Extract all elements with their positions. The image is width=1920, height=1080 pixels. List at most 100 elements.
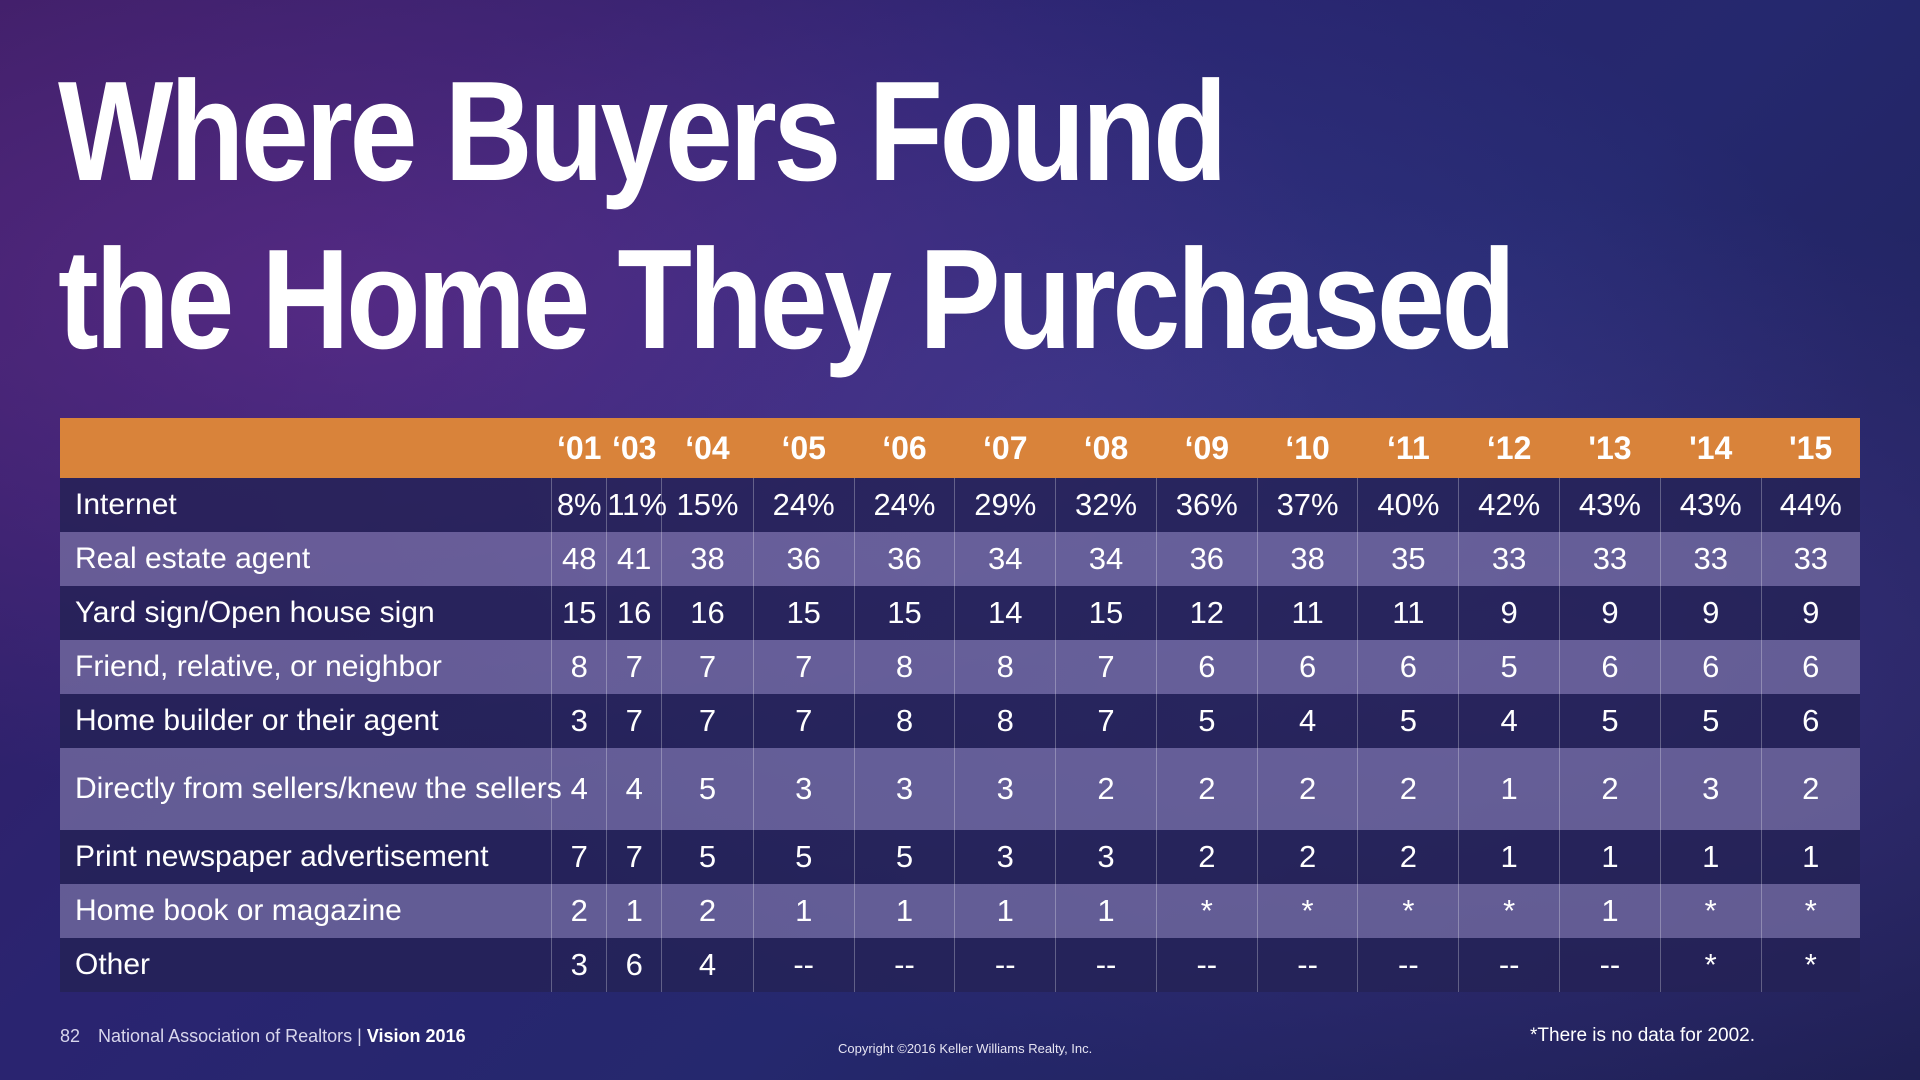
table-cell: 15% xyxy=(661,478,754,532)
table-cell: 2 xyxy=(1760,748,1860,830)
table-cell: 36 xyxy=(1155,532,1258,586)
table-cell: 5 xyxy=(1458,640,1560,694)
table-cell: 9 xyxy=(1659,586,1762,640)
table-cell: 4 xyxy=(551,748,607,830)
table-cell: 2 xyxy=(551,884,607,938)
table-cell: 4 xyxy=(661,938,754,992)
footer-source: 82 National Association of Realtors | Visio… xyxy=(60,1026,466,1047)
table-cell: 15 xyxy=(551,586,607,640)
header-year-cell: ‘01 xyxy=(556,429,602,466)
table-cell: 4 xyxy=(606,748,662,830)
table-cell: 34 xyxy=(1055,532,1157,586)
table-cell: 1 xyxy=(853,884,955,938)
table-cell: 8 xyxy=(853,640,955,694)
table-cell: 2 xyxy=(1559,748,1661,830)
table-cell: 7 xyxy=(551,830,607,884)
table-cell: 1 xyxy=(1055,884,1157,938)
table-cell: 5 xyxy=(1559,694,1661,748)
table-cell: 7 xyxy=(661,694,754,748)
table-cell: 4 xyxy=(1458,694,1560,748)
table-cell: 24% xyxy=(752,478,855,532)
table-cell: 3 xyxy=(551,938,607,992)
footnote: *There is no data for 2002. xyxy=(1530,1025,1755,1046)
table-cell: 43% xyxy=(1659,478,1762,532)
table-cell: 7 xyxy=(752,694,855,748)
table-cell: 8% xyxy=(551,478,607,532)
table-cell: 33 xyxy=(1760,532,1860,586)
table-cell: 41 xyxy=(606,532,662,586)
table-cell: * xyxy=(1659,938,1762,992)
table-cell: 2 xyxy=(1256,748,1358,830)
table-cell: 48 xyxy=(551,532,607,586)
table-cell: 38 xyxy=(1256,532,1358,586)
table-cell: 2 xyxy=(661,884,754,938)
row-label: Directly from sellers/knew the sellers xyxy=(75,772,562,805)
row-label: Other xyxy=(75,948,151,981)
row-label: Yard sign/Open house sign xyxy=(75,596,435,629)
row-label: Home book or magazine xyxy=(75,894,402,927)
table-cell: 36% xyxy=(1155,478,1258,532)
table-cell: 3 xyxy=(1055,830,1157,884)
table-cell: * xyxy=(1155,884,1258,938)
source-text: National Association of Realtors xyxy=(98,1026,353,1046)
table-cell: * xyxy=(1256,884,1358,938)
table-cell: -- xyxy=(1055,938,1157,992)
footer-separator: | xyxy=(357,1026,362,1046)
table-cell: 6 xyxy=(606,938,662,992)
table-cell: 5 xyxy=(661,748,754,830)
table-cell: 8 xyxy=(551,640,607,694)
table-cell: -- xyxy=(1458,938,1560,992)
table-cell: -- xyxy=(1256,938,1358,992)
table-row: Friend, relative, or neighbor 8 7 7 7 8 8 7 6 6 6 5… xyxy=(60,640,1860,694)
title-line-2: the Home They Purchased xyxy=(58,220,1516,379)
table-cell: * xyxy=(1760,884,1860,938)
table-cell: 1 xyxy=(1760,830,1860,884)
table-cell: 38 xyxy=(661,532,754,586)
table-cell: -- xyxy=(1155,938,1258,992)
table-cell: 1 xyxy=(954,884,1056,938)
table-row: Home book or magazine 2 1 2 1 1 1 1 * * * * 1 * * xyxy=(60,884,1860,938)
table-cell: 9 xyxy=(1559,586,1661,640)
table-body: Internet 8% 11% 15% 24% 24% 29% 32% 36% 37% 40% 42%… xyxy=(60,478,1860,992)
table-cell: 42% xyxy=(1458,478,1560,532)
table-cell: 32% xyxy=(1055,478,1157,532)
table-cell: 3 xyxy=(853,748,955,830)
table-cell: 6 xyxy=(1357,640,1459,694)
table-cell: 29% xyxy=(954,478,1056,532)
table-cell: 9 xyxy=(1760,586,1860,640)
table-cell: 24% xyxy=(853,478,955,532)
table-cell: 2 xyxy=(1256,830,1358,884)
table-row: Real estate agent 48 41 38 36 36 34 34 36 38 35 33 3… xyxy=(60,532,1860,586)
table-row: Internet 8% 11% 15% 24% 24% 29% 32% 36% 37% 40% 42%… xyxy=(60,478,1860,532)
table-cell: 3 xyxy=(551,694,607,748)
table-cell: 3 xyxy=(954,830,1056,884)
table-cell: 2 xyxy=(1357,830,1459,884)
table-cell: 7 xyxy=(606,830,662,884)
header-year-cell: ‘06 xyxy=(882,429,927,466)
header-year-cell: ‘12 xyxy=(1486,429,1532,466)
table-cell: 11 xyxy=(1357,586,1459,640)
table-cell: 33 xyxy=(1559,532,1661,586)
table-cell: 36 xyxy=(752,532,855,586)
table-row: Print newspaper advertisement 7 7 5 5 5 3 3 2 2 2 1… xyxy=(60,830,1860,884)
table-cell: 33 xyxy=(1659,532,1762,586)
row-label: Friend, relative, or neighbor xyxy=(75,650,442,683)
title-line-1: Where Buyers Found xyxy=(58,52,1228,211)
data-table: ‘01 ‘03 ‘04 ‘05 ‘06 ‘07 ‘08 ‘09 ‘10 ‘11 ‘12 '13 '14 '… xyxy=(60,418,1860,992)
table-cell: 3 xyxy=(752,748,855,830)
table-cell: 7 xyxy=(1055,640,1157,694)
table-cell: 7 xyxy=(661,640,754,694)
row-label: Internet xyxy=(75,488,177,521)
table-cell: 5 xyxy=(1659,694,1762,748)
table-cell: 1 xyxy=(606,884,662,938)
table-cell: 15 xyxy=(752,586,855,640)
table-cell: * xyxy=(1357,884,1459,938)
row-label: Real estate agent xyxy=(75,542,311,575)
table-cell: -- xyxy=(1357,938,1459,992)
row-label: Home builder or their agent xyxy=(75,704,439,737)
table-cell: 1 xyxy=(1559,830,1661,884)
table-cell: 2 xyxy=(1357,748,1459,830)
table-cell: 5 xyxy=(1357,694,1459,748)
table-cell: 16 xyxy=(661,586,754,640)
header-year-cell: ‘04 xyxy=(685,429,730,466)
